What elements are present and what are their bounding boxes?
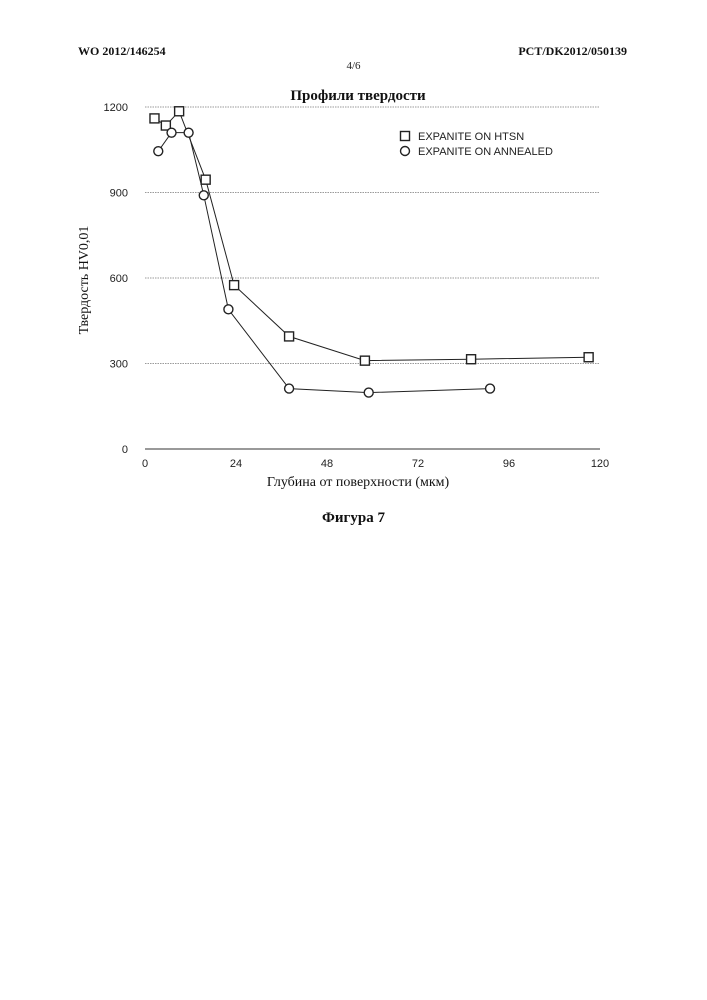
x-tick-label: 120 <box>591 458 609 470</box>
legend: EXPANITE ON HTSN EXPANITE ON ANNEALED <box>401 131 553 158</box>
data-point <box>167 128 176 137</box>
y-tick-label: 600 <box>110 273 128 285</box>
legend-entry: EXPANITE ON ANNEALED <box>401 146 553 158</box>
legend-marker <box>401 132 410 141</box>
data-point <box>175 107 184 116</box>
x-tick-label: 24 <box>230 458 242 470</box>
y-tick-label: 1200 <box>104 102 128 114</box>
x-tick-label: 0 <box>142 458 148 470</box>
data-point <box>584 353 593 362</box>
y-tick-label: 0 <box>122 444 128 456</box>
legend-entry: EXPANITE ON HTSN <box>401 131 525 143</box>
x-tick-label: 48 <box>321 458 333 470</box>
x-tick-label: 72 <box>412 458 424 470</box>
legend-label: EXPANITE ON HTSN <box>418 131 524 143</box>
series-2 <box>154 128 495 397</box>
data-point <box>154 147 163 156</box>
data-point <box>467 355 476 364</box>
data-point <box>199 191 208 200</box>
x-tick-labels: 0 24 48 72 96 120 <box>142 458 609 470</box>
data-point <box>224 305 233 314</box>
chart-title: Профили твердости <box>290 88 426 104</box>
legend-marker <box>401 147 410 156</box>
data-point <box>486 384 495 393</box>
data-point <box>285 384 294 393</box>
data-point <box>150 114 159 123</box>
data-point <box>285 332 294 341</box>
y-axis-label: Твердость HV0,01 <box>77 226 92 335</box>
x-axis-label: Глубина от поверхности (мкм) <box>267 475 450 490</box>
series-line <box>158 133 490 393</box>
data-point <box>360 356 369 365</box>
x-tick-label: 96 <box>503 458 515 470</box>
data-point <box>230 281 239 290</box>
y-tick-labels: 0 300 600 900 1200 <box>104 102 128 456</box>
data-point <box>364 388 373 397</box>
legend-label: EXPANITE ON ANNEALED <box>418 146 553 158</box>
figure-caption: Фигура 7 <box>0 510 707 527</box>
y-tick-label: 300 <box>110 359 128 371</box>
data-point <box>201 175 210 184</box>
data-point <box>184 128 193 137</box>
y-tick-label: 900 <box>110 188 128 200</box>
